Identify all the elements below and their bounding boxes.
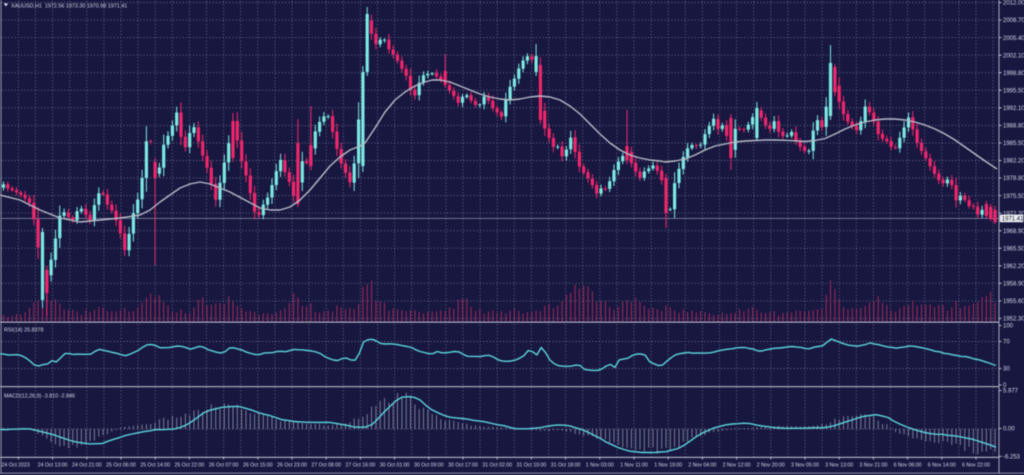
svg-text:30 Oct 09:00: 30 Oct 09:00 — [414, 463, 444, 469]
svg-text:1 Nov 03:00: 1 Nov 03:00 — [586, 463, 614, 469]
svg-text:24 Oct 21:00: 24 Oct 21:00 — [72, 463, 102, 469]
svg-text:1988.80: 1988.80 — [1003, 124, 1024, 130]
svg-text:3 Nov 05:00: 3 Nov 05:00 — [791, 463, 819, 469]
svg-text:2002.10: 2002.10 — [1003, 53, 1024, 59]
svg-text:2 Nov 12:00: 2 Nov 12:00 — [723, 463, 751, 469]
svg-text:27 Oct 08:00: 27 Oct 08:00 — [311, 463, 341, 469]
svg-text:6 Nov 22:00: 6 Nov 22:00 — [962, 463, 990, 469]
svg-text:2012.00: 2012.00 — [1003, 1, 1024, 7]
svg-text:25 Oct 14:00: 25 Oct 14:00 — [140, 463, 170, 469]
svg-text:1968.90: 1968.90 — [1003, 229, 1024, 235]
svg-text:30: 30 — [1003, 367, 1010, 373]
svg-text:1958.90: 1958.90 — [1003, 282, 1024, 288]
svg-text:3 Nov 21:00: 3 Nov 21:00 — [859, 463, 887, 469]
svg-text:1992.10: 1992.10 — [1003, 106, 1024, 112]
svg-text:1998.80: 1998.80 — [1003, 71, 1024, 77]
svg-text:25 Oct 22:00: 25 Oct 22:00 — [175, 463, 205, 469]
svg-text:2008.70: 2008.70 — [1003, 18, 1024, 24]
svg-text:1975.50: 1975.50 — [1003, 194, 1024, 200]
svg-text:2 Nov 20:00: 2 Nov 20:00 — [757, 463, 785, 469]
svg-text:2005.40: 2005.40 — [1003, 36, 1024, 42]
svg-text:1 Nov 11:00: 1 Nov 11:00 — [620, 463, 648, 469]
svg-text:3 Nov 13:00: 3 Nov 13:00 — [825, 463, 853, 469]
svg-text:70: 70 — [1003, 340, 1010, 346]
svg-text:30 Oct 17:00: 30 Oct 17:00 — [448, 463, 478, 469]
svg-text:1952.30: 1952.30 — [1003, 317, 1024, 323]
svg-text:1971.41: 1971.41 — [1002, 217, 1024, 223]
svg-text:26 Oct 07:00: 26 Oct 07:00 — [209, 463, 239, 469]
svg-text:27 Oct 16:00: 27 Oct 16:00 — [346, 463, 376, 469]
svg-text:5.977: 5.977 — [1003, 389, 1019, 395]
svg-text:RSI(14) 25.8378: RSI(14) 25.8378 — [4, 327, 44, 333]
svg-text:1972.20: 1972.20 — [1003, 211, 1024, 217]
svg-text:26 Oct 23:00: 26 Oct 23:00 — [277, 463, 307, 469]
svg-text:1955.60: 1955.60 — [1003, 299, 1024, 305]
svg-text:1995.50: 1995.50 — [1003, 89, 1024, 95]
svg-text:31 Oct 02:00: 31 Oct 02:00 — [482, 463, 512, 469]
svg-text:1985.50: 1985.50 — [1003, 141, 1024, 147]
svg-text:1978.80: 1978.80 — [1003, 176, 1024, 182]
svg-text:0.00: 0.00 — [1003, 427, 1015, 433]
svg-text:-6.253: -6.253 — [1003, 455, 1021, 461]
svg-text:2 Nov 04:00: 2 Nov 04:00 — [688, 463, 716, 469]
svg-text:25 Oct 06:00: 25 Oct 06:00 — [106, 463, 136, 469]
svg-text:100: 100 — [1003, 324, 1014, 330]
svg-text:24 Oct 13:00: 24 Oct 13:00 — [38, 463, 68, 469]
svg-text:24 Oct 2023: 24 Oct 2023 — [2, 463, 30, 469]
svg-text:MACD(12,26,9) -3.810 -2.846: MACD(12,26,9) -3.810 -2.846 — [4, 393, 75, 399]
svg-text:6 Nov 14:00: 6 Nov 14:00 — [928, 463, 956, 469]
svg-text:31 Oct 18:00: 31 Oct 18:00 — [551, 463, 581, 469]
svg-text:0: 0 — [1003, 383, 1007, 389]
svg-text:30 Oct 01:00: 30 Oct 01:00 — [380, 463, 410, 469]
svg-text:1962.20: 1962.20 — [1003, 264, 1024, 270]
svg-text:26 Oct 15:00: 26 Oct 15:00 — [243, 463, 273, 469]
svg-text:XAUUSD,H1 1972.56 1973.30 197: XAUUSD,H1 1972.56 1973.30 1970.98 1971.4… — [11, 3, 127, 9]
svg-text:1965.50: 1965.50 — [1003, 246, 1024, 252]
svg-text:6 Nov 06:00: 6 Nov 06:00 — [894, 463, 922, 469]
svg-text:31 Oct 10:00: 31 Oct 10:00 — [517, 463, 547, 469]
svg-text:1982.20: 1982.20 — [1003, 159, 1024, 165]
svg-text:1 Nov 19:00: 1 Nov 19:00 — [654, 463, 682, 469]
